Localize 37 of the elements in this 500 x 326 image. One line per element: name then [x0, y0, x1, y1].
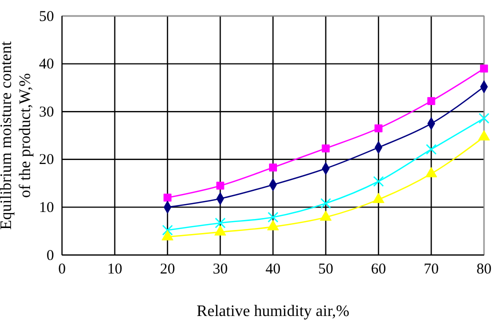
x-tick-label: 50	[318, 262, 334, 278]
x-tick-label: 0	[58, 262, 66, 278]
x-tick-label: 80	[476, 262, 492, 278]
point	[268, 212, 278, 223]
x-tick-label: 70	[424, 262, 439, 278]
y-tick-label: 40	[39, 56, 54, 73]
point	[269, 164, 277, 172]
point	[372, 192, 384, 204]
x-tick-label: 10	[107, 262, 122, 278]
y-tick-label: 50	[39, 8, 54, 25]
x-tick-label: 20	[160, 262, 175, 278]
point	[164, 194, 172, 202]
x-tick-label: 30	[212, 262, 228, 278]
y-axis-title: Equilibrium moisture content of the product,W,%	[0, 40, 34, 230]
x-axis-title: Relative humidity air,%	[196, 303, 350, 320]
point	[162, 224, 173, 236]
point	[480, 64, 488, 73]
point	[214, 225, 226, 236]
x-tick-label: 60	[371, 262, 386, 278]
point	[267, 220, 279, 230]
point	[374, 124, 382, 132]
y-tick-label: 30	[39, 104, 54, 120]
y-tick-label: 20	[39, 152, 54, 168]
point	[162, 230, 174, 240]
point	[216, 182, 224, 190]
point	[427, 97, 436, 106]
point	[425, 166, 438, 178]
point	[322, 144, 330, 152]
point	[426, 144, 437, 155]
point	[478, 112, 490, 124]
point	[214, 218, 226, 228]
point	[320, 198, 332, 209]
point	[320, 210, 332, 221]
y-tick-label: 10	[39, 200, 54, 216]
point	[373, 176, 384, 187]
y-tick-label: 0	[46, 248, 54, 264]
x-tick-label: 40	[266, 262, 280, 278]
